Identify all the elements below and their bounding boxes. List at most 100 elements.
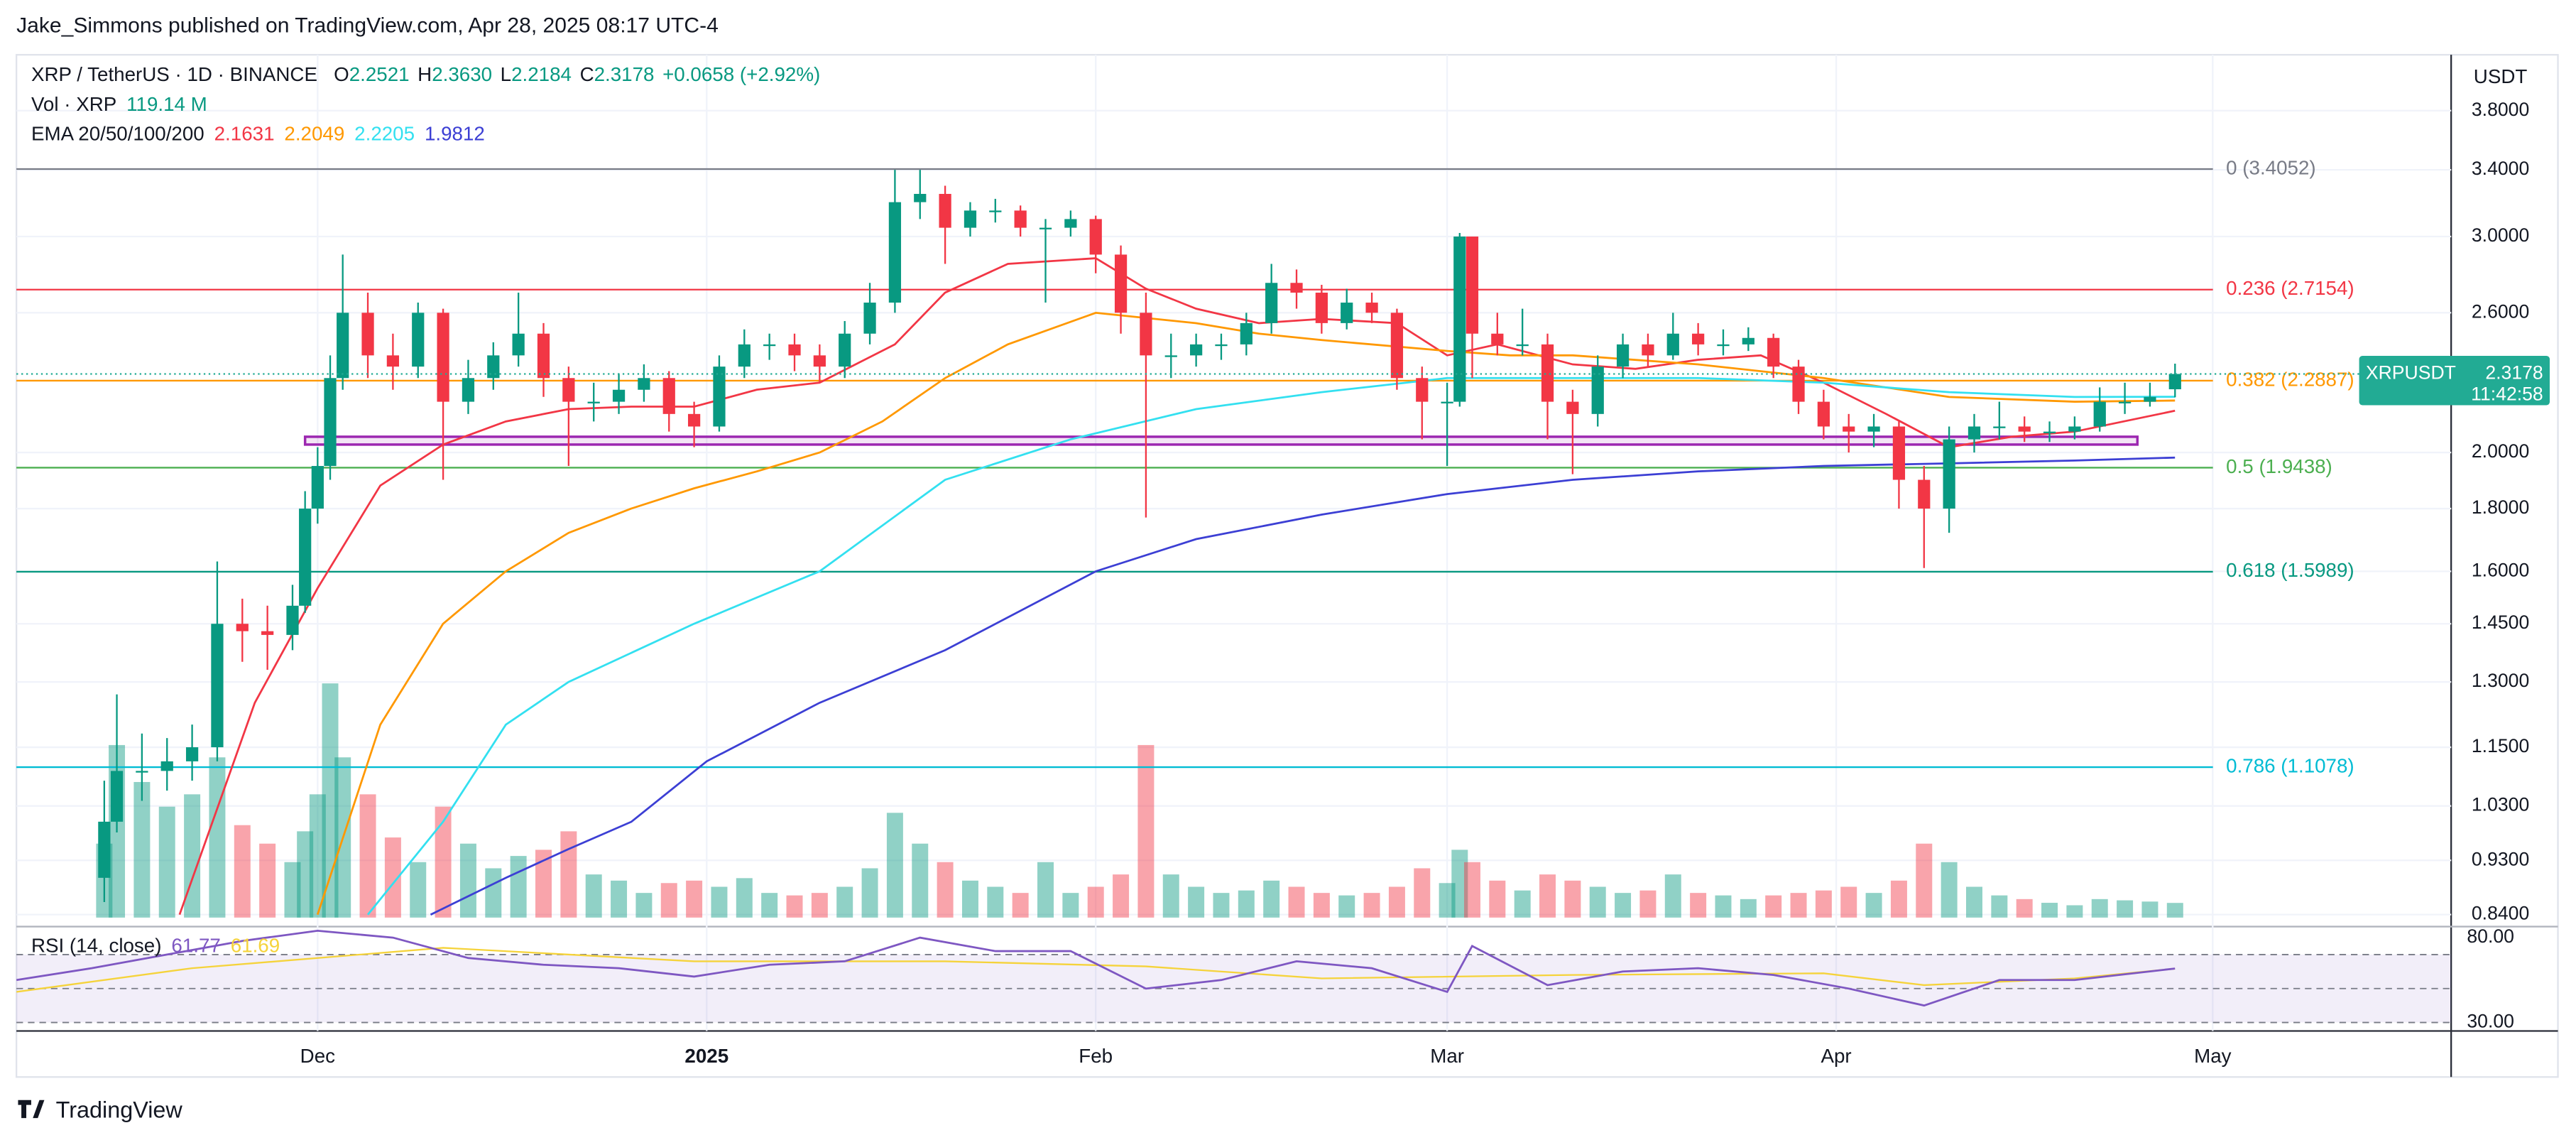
- candle-body: [1114, 254, 1128, 313]
- rsi-tick-label: 30.00: [2467, 1011, 2514, 1032]
- volume-bar: [309, 794, 326, 918]
- volume-bar: [736, 878, 753, 918]
- volume-bar: [359, 794, 376, 918]
- volume-bar: [1263, 880, 1280, 918]
- rsi-ma-value: 61.69: [231, 935, 280, 957]
- x-tick-label: 2025: [684, 1045, 728, 1067]
- candle-body: [1867, 426, 1880, 432]
- volume-bar: [384, 837, 401, 918]
- candle-body: [2068, 426, 2081, 432]
- volume-bar: [535, 849, 552, 918]
- ohlc-value: 2.2521: [349, 64, 410, 86]
- volume-bar: [1539, 874, 1556, 918]
- rsi-value: 61.77: [171, 935, 220, 957]
- volume-bar: [1991, 895, 2008, 918]
- candle-body: [687, 413, 701, 427]
- candle-body: [1453, 237, 1466, 402]
- volume-bar: [1514, 890, 1531, 918]
- legend: XRP / TetherUS · 1D · BINANCE O2.2521 H2.3…: [31, 64, 820, 145]
- candle-body: [2093, 401, 2106, 427]
- ema-line: [316, 311, 2176, 916]
- candle-body: [412, 313, 425, 367]
- rsi-label: RSI (14, close): [31, 935, 162, 957]
- candle-body: [299, 509, 312, 606]
- candle-body: [1591, 367, 1604, 414]
- rsi-band: [16, 954, 2452, 1023]
- logo-icon: [18, 1100, 45, 1119]
- x-tick-label: Mar: [1430, 1045, 1464, 1067]
- ohlc-key: O: [334, 64, 349, 86]
- x-tick-label: Dec: [300, 1045, 335, 1067]
- candle-body: [839, 333, 851, 367]
- volume-bar: [1489, 880, 1506, 918]
- candle-body: [98, 821, 111, 878]
- candle-body: [1164, 355, 1177, 357]
- volume-bar: [1137, 744, 1155, 918]
- volume-bar: [133, 781, 151, 918]
- y-tick-label: 2.0000: [2472, 440, 2529, 462]
- volume-bar: [912, 843, 929, 918]
- volume-bar: [1451, 849, 1468, 918]
- candle-body: [361, 313, 374, 356]
- candle-body: [1290, 283, 1303, 293]
- volume: [96, 683, 2183, 918]
- rsi-legend: RSI (14, close) 61.77 61.69: [31, 935, 280, 957]
- ema-value: 2.2049: [284, 123, 344, 145]
- volume-bar: [1941, 862, 1958, 918]
- candle-body: [914, 193, 927, 202]
- candle-body: [2018, 426, 2031, 432]
- volume-bar: [1414, 868, 1431, 918]
- logo-text: TradingView: [56, 1097, 183, 1122]
- candle-body: [939, 193, 951, 228]
- volume-bar: [711, 886, 728, 918]
- candle-body: [612, 389, 626, 402]
- x-tick-label: May: [2194, 1045, 2232, 1067]
- volume-bar: [761, 893, 778, 918]
- ohlc-value: 2.2184: [511, 64, 572, 86]
- candle-body: [311, 466, 324, 509]
- candle-body: [662, 378, 675, 414]
- ohlc-key: C: [580, 64, 594, 86]
- ohlc-key: H: [417, 64, 432, 86]
- candle-body: [211, 624, 224, 748]
- candle-body: [1265, 283, 1278, 323]
- candle-body: [487, 355, 500, 379]
- volume-bar: [560, 831, 577, 918]
- volume-bar: [1840, 886, 1857, 918]
- volume-bar: [1439, 883, 1456, 918]
- volume-bar: [1288, 886, 1305, 918]
- volume-bar: [2066, 905, 2083, 918]
- candle-body: [1943, 439, 1955, 509]
- volume-bar: [987, 886, 1004, 918]
- candle-body: [1666, 333, 1679, 356]
- x-tick-label: Feb: [1079, 1045, 1113, 1067]
- candle-body: [1365, 303, 1378, 313]
- candle-body: [1918, 479, 1931, 509]
- logo: TradingView: [18, 1097, 182, 1122]
- candle-body: [1767, 337, 1780, 367]
- volume-bar: [284, 862, 301, 918]
- ohlc-key: L: [501, 64, 511, 86]
- candle-body: [964, 210, 977, 228]
- fib-label: 0.236 (2.7154): [2226, 277, 2354, 299]
- volume-bar: [1966, 886, 1982, 918]
- volume-bar: [1113, 874, 1130, 918]
- ema-legend: EMA 20/50/100/200 2.1631 2.2049 2.2205 1.981…: [31, 123, 485, 145]
- candle-body: [1892, 426, 1906, 480]
- candle-body: [236, 624, 249, 631]
- ema-line: [430, 456, 2176, 916]
- candle-body: [713, 367, 726, 427]
- axes: 0.8400 0.9300 1.0300 1.1500 1.3000 1.4500 1.60…: [300, 99, 2530, 1067]
- ema-line: [178, 257, 2176, 916]
- candle-body: [512, 333, 525, 356]
- price-tag-countdown: 11:42:58: [2471, 384, 2543, 405]
- price-tag-symbol: XRPUSDT: [2366, 362, 2456, 384]
- ema-value: 2.1631: [214, 123, 275, 145]
- candle-body: [1692, 333, 1705, 344]
- candle-body: [286, 605, 299, 635]
- y-tick-label: 1.8000: [2472, 496, 2529, 518]
- price-tag-price: 2.3178: [2485, 362, 2543, 384]
- volume-bar: [2166, 903, 2183, 918]
